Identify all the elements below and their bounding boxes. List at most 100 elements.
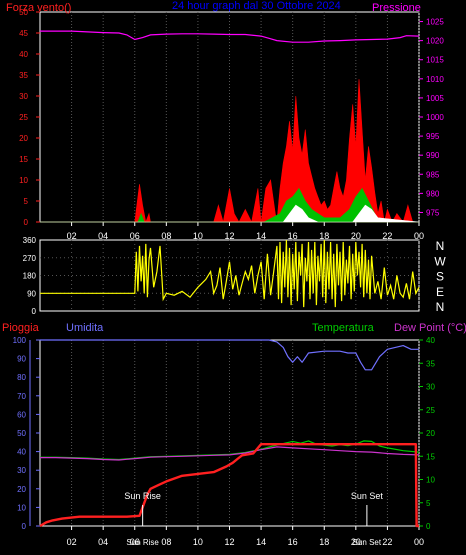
wind-force-tick-label: 40 — [19, 50, 28, 59]
wind-force-tick-label: 30 — [19, 92, 28, 101]
humidity-rain-tick-labels: 0 10 20 30 40 50 60 70 80 90 100 — [13, 336, 27, 531]
rain-axis-label: Pioggia — [2, 322, 40, 334]
wind-force-tick-label: 0 — [24, 218, 29, 227]
rain-humidity-grid — [29, 339, 423, 530]
humidity-tick-label: 30 — [17, 466, 26, 475]
wind-force-tick-label: 10 — [19, 176, 28, 185]
sunrise-axis-label: Sun Rise — [126, 538, 159, 547]
hour-tick-label: 20 — [351, 231, 361, 241]
rain-humidity-hour-labels: 02 04 06 08 10 12 14 16 18 20 22 00 — [67, 537, 424, 547]
temperature-tick-label: 15 — [426, 452, 435, 461]
wind-force-tick-label: 25 — [19, 113, 28, 122]
pressure-tick-label: 995 — [426, 132, 440, 141]
wind-force-tick-label: 20 — [19, 134, 28, 143]
hour-tick-label: 04 — [98, 537, 108, 547]
sun-annotations: Sun Rise Sun Rise Sun Set Sun Set — [124, 491, 383, 547]
pressure-line — [40, 30, 420, 43]
hour-tick-label: 06 — [130, 231, 140, 241]
hour-tick-label: 18 — [319, 231, 329, 241]
wind-direction-tick-labels: 0 90 180 270 360 — [23, 236, 37, 316]
hour-tick-label: 14 — [256, 231, 266, 241]
pressure-tick-labels: 975 980 985 990 995 1000 1005 1010 1015 1020 1025 — [426, 18, 444, 218]
wind-force-tick-label: 50 — [19, 8, 28, 17]
hour-tick-label: 22 — [382, 231, 392, 241]
wind-force-tick-labels: 0 5 10 15 20 25 30 35 40 45 50 — [19, 8, 28, 227]
pressure-tick-label: 985 — [426, 170, 440, 179]
compass-letter: S — [436, 270, 444, 284]
compass-letter: E — [436, 285, 444, 299]
pressure-tick-label: 1005 — [426, 94, 444, 103]
rain-humidity-series — [39, 339, 420, 528]
pressure-tick-label: 1000 — [426, 113, 444, 122]
hour-tick-label: 10 — [193, 231, 203, 241]
pressure-tick-label: 980 — [426, 189, 440, 198]
wind-direction-series — [40, 239, 420, 308]
wind-max-area — [40, 79, 419, 224]
temperature-tick-label: 40 — [426, 336, 435, 345]
wind-pressure-hour-labels: 02 04 06 08 10 12 14 16 18 20 22 00 — [67, 231, 424, 241]
wind-pressure-series — [40, 30, 420, 224]
humidity-tick-label: 50 — [17, 429, 26, 438]
hour-tick-label: 02 — [67, 231, 77, 241]
hour-tick-label: 00 — [414, 231, 424, 241]
temperature-tick-labels: 0 5 10 15 20 25 30 35 40 — [426, 336, 435, 531]
humidity-tick-label: 90 — [17, 355, 26, 364]
rain-humidity-temperature-panel: Sun Rise Sun Rise Sun Set Sun Set 0 10 20 30 40… — [2, 322, 466, 547]
humidity-tick-label: 60 — [17, 410, 26, 419]
compass-letter: N — [436, 300, 445, 314]
hour-tick-label: 16 — [288, 231, 298, 241]
pressure-tick-label: 975 — [426, 208, 440, 217]
hour-tick-label: 18 — [319, 537, 329, 547]
hour-tick-label: 20 — [351, 537, 361, 547]
pressure-tick-label: 1010 — [426, 75, 444, 84]
direction-tick-label: 270 — [23, 254, 37, 263]
humidity-tick-label: 80 — [17, 373, 26, 382]
direction-tick-label: 0 — [32, 307, 37, 316]
temperature-tick-label: 30 — [426, 383, 435, 392]
humidity-tick-label: 0 — [22, 522, 27, 531]
wind-force-tick-label: 45 — [19, 29, 28, 38]
pressure-tick-label: 990 — [426, 151, 440, 160]
direction-tick-label: 90 — [27, 289, 36, 298]
wind-force-tick-label: 5 — [24, 197, 29, 206]
wind-force-tick-label: 35 — [19, 71, 28, 80]
wind-min-area — [40, 204, 420, 223]
wind-pressure-grid — [36, 11, 423, 226]
direction-tick-label: 180 — [23, 272, 37, 281]
hour-tick-label: 02 — [67, 537, 77, 547]
rain-line — [39, 443, 419, 528]
temperature-tick-label: 10 — [426, 476, 435, 485]
temperature-tick-label: 5 — [426, 499, 431, 508]
hour-tick-label: 08 — [161, 537, 171, 547]
hour-tick-label: 00 — [414, 537, 424, 547]
compass-letter: N — [436, 239, 445, 253]
hour-tick-label: 04 — [98, 231, 108, 241]
compass-letter: W — [434, 254, 446, 268]
wind-force-tick-label: 15 — [19, 155, 28, 164]
pressure-tick-label: 1025 — [426, 18, 444, 27]
temperature-tick-label: 0 — [426, 522, 431, 531]
hour-tick-label: 12 — [224, 231, 234, 241]
temperature-tick-label: 35 — [426, 359, 435, 368]
pressure-tick-label: 1015 — [426, 56, 444, 65]
pressure-tick-label: 1020 — [426, 37, 444, 46]
pressure-axis-label: Pressione — [372, 2, 421, 14]
dew-point-axis-label: Dew Point (°C) — [394, 322, 466, 334]
sunset-axis-label: Sun Set — [353, 538, 382, 547]
humidity-tick-label: 10 — [17, 503, 26, 512]
humidity-tick-label: 70 — [17, 392, 26, 401]
humidity-axis-label: Umidita — [66, 322, 104, 334]
temperature-tick-label: 20 — [426, 429, 435, 438]
wind-force-axis-label: Forza vento() — [6, 2, 71, 14]
temperature-axis-label: Temperatura — [312, 322, 375, 334]
wind-direction-line — [40, 239, 420, 308]
humidity-tick-label: 100 — [13, 336, 27, 345]
temperature-tick-label: 25 — [426, 406, 435, 415]
hour-tick-label: 10 — [193, 537, 203, 547]
sunrise-label: Sun Rise — [124, 491, 161, 501]
hour-tick-label: 12 — [224, 537, 234, 547]
